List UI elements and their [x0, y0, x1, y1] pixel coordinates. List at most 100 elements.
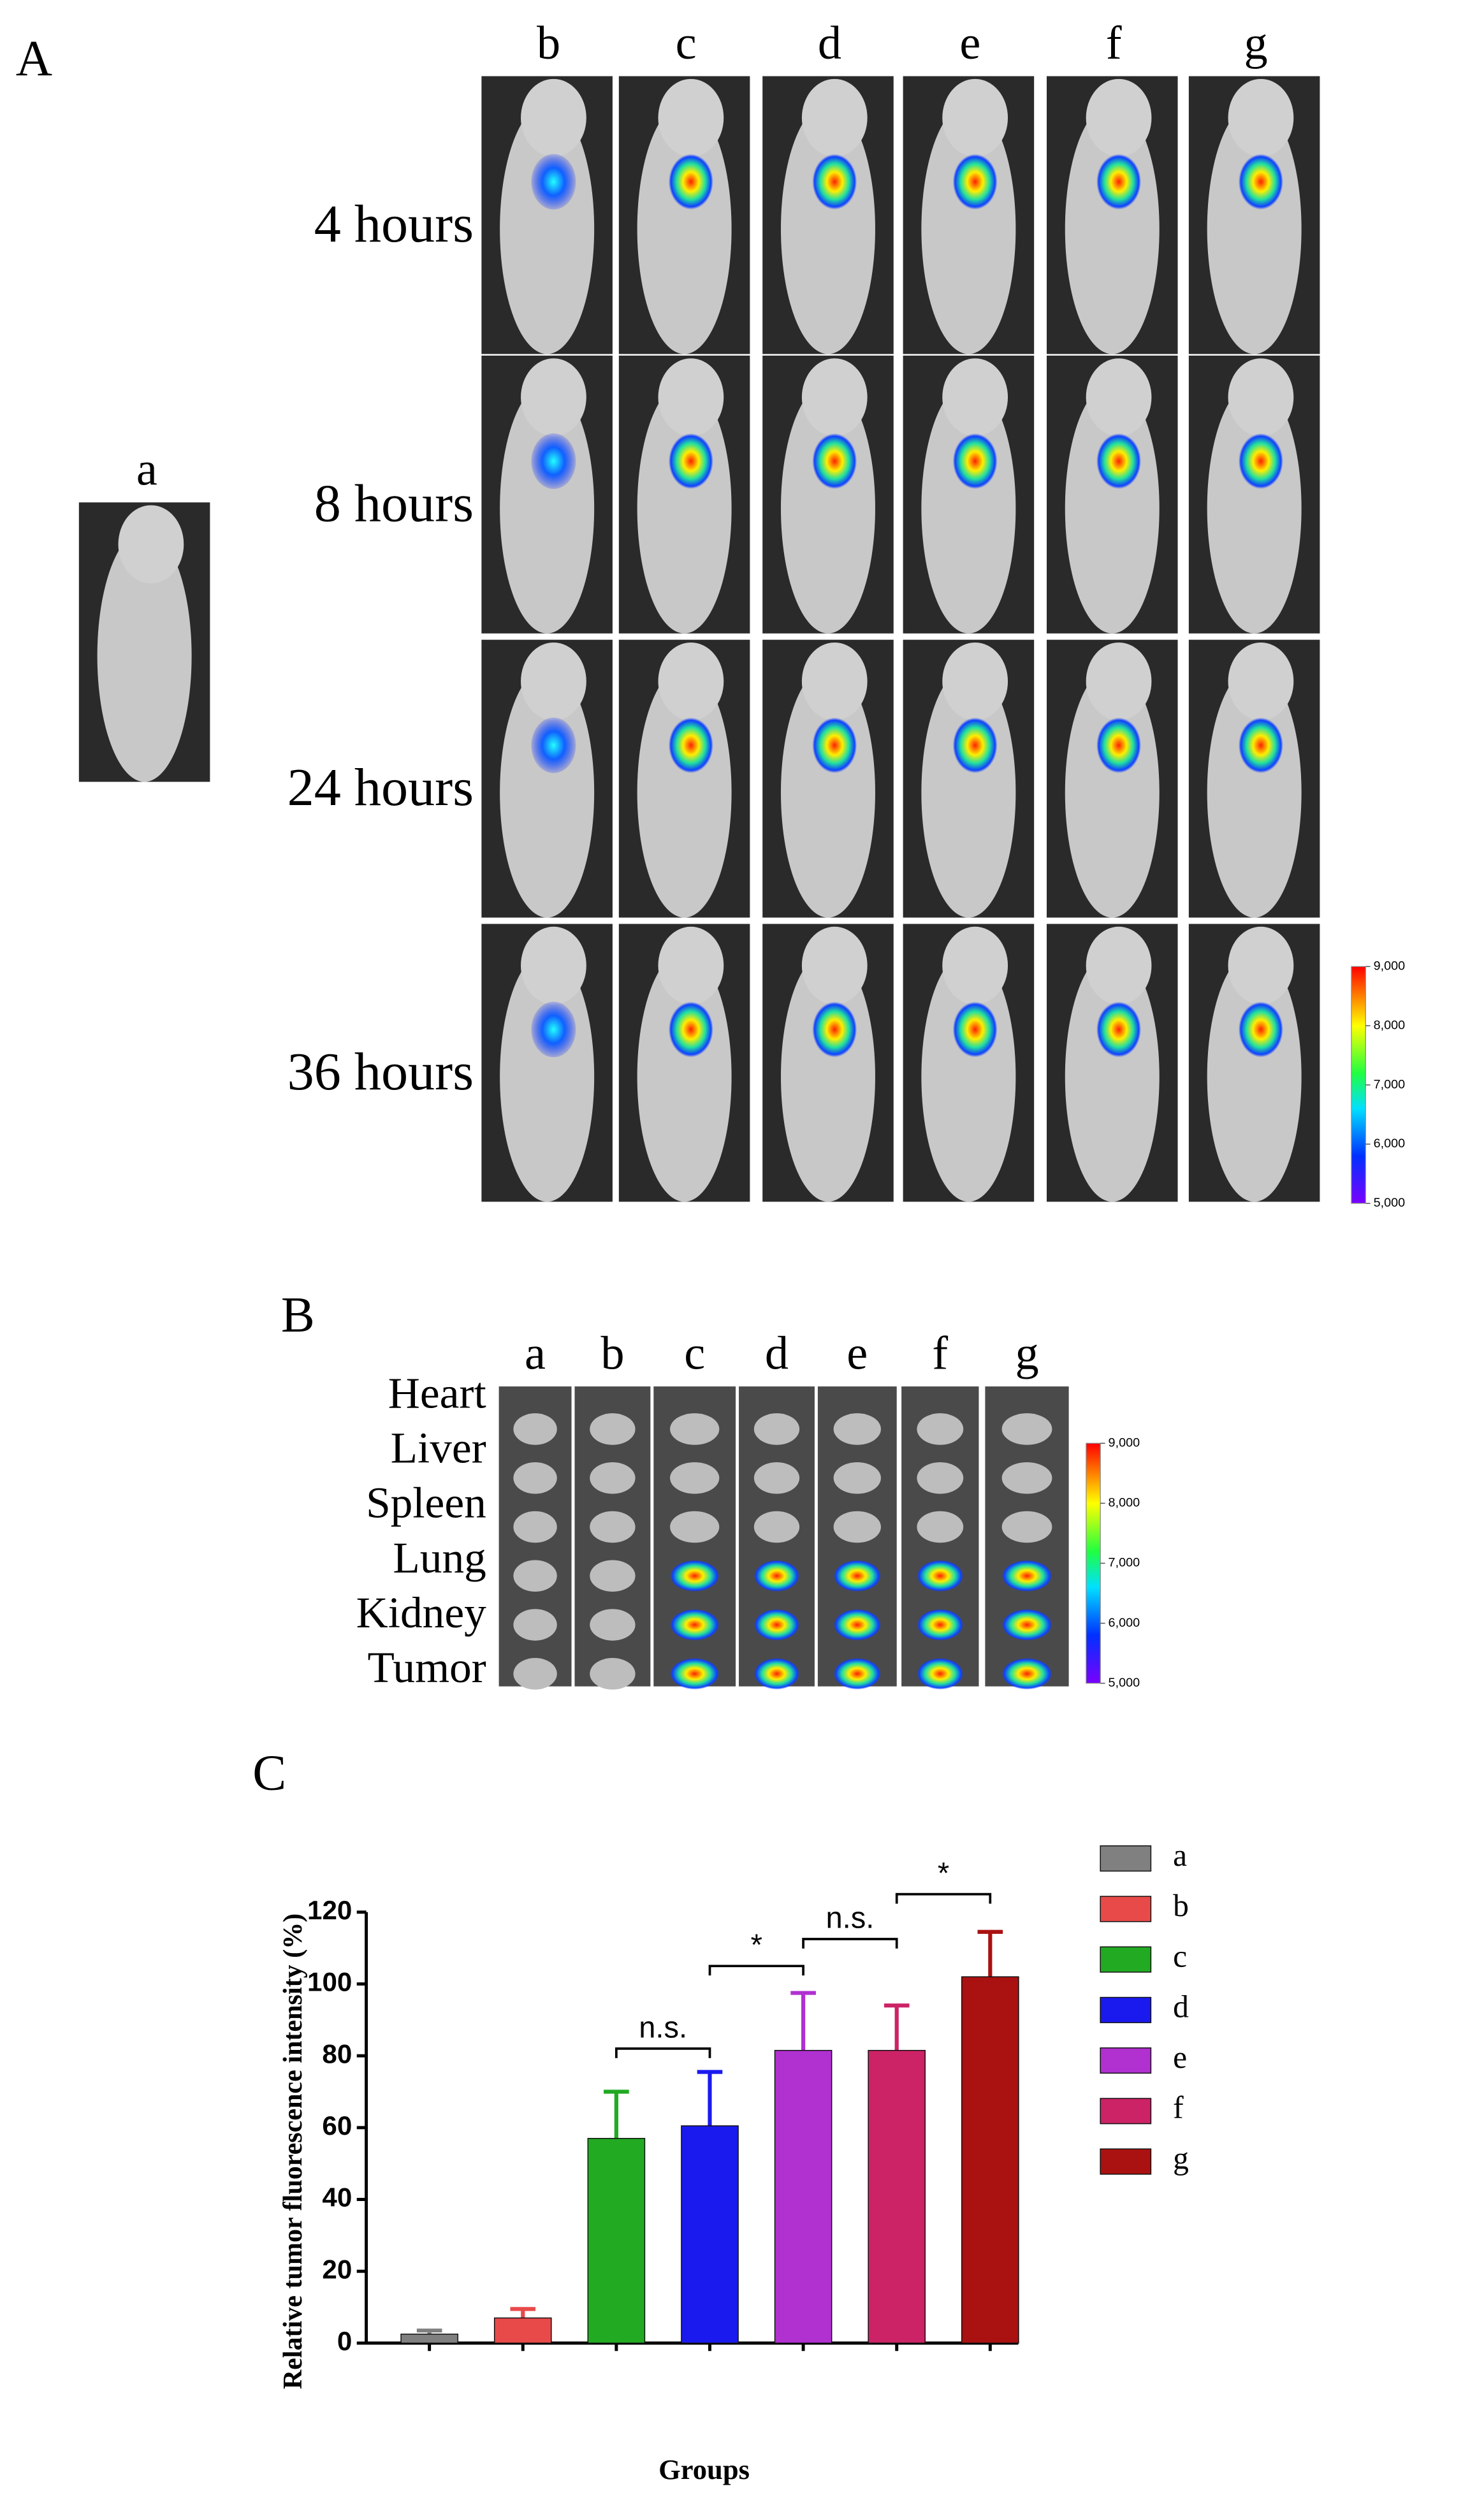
panel-label: B — [281, 1287, 315, 1343]
panel-label: A — [16, 31, 52, 87]
bar — [868, 2049, 926, 2344]
mouse-head — [118, 505, 184, 584]
organ — [670, 1462, 720, 1494]
significance-bracket — [895, 1893, 992, 1904]
organ — [590, 1560, 636, 1592]
mouse-head — [521, 358, 586, 437]
mouse-head — [1086, 926, 1152, 1005]
organ — [1001, 1658, 1052, 1690]
organ — [917, 1413, 964, 1445]
legend-swatch — [1100, 2047, 1152, 2074]
organ — [513, 1413, 557, 1445]
legend-swatch — [1100, 2148, 1152, 2175]
panel-label: C — [252, 1745, 286, 1801]
significance-bracket — [615, 2047, 711, 2058]
legend-label: g — [1173, 2140, 1189, 2176]
colorbar-tick-label: 9,000 — [1374, 959, 1406, 973]
y-axis-label: Relative tumor fluorescence intensity (%… — [278, 1914, 308, 2390]
organ — [917, 1511, 964, 1543]
legend-label: d — [1173, 1989, 1189, 2024]
organ — [513, 1609, 557, 1641]
colorbar-tick-label: 8,000 — [1374, 1018, 1406, 1032]
mouse-head — [801, 926, 868, 1005]
legend-swatch — [1100, 1946, 1152, 1973]
significance-label: * — [938, 1856, 949, 1889]
organ — [833, 1413, 881, 1445]
mouse-head — [1086, 358, 1152, 437]
significance-bracket — [708, 1965, 804, 1976]
significance-label: n.s. — [826, 1901, 874, 1935]
bar — [493, 2317, 552, 2344]
colorbar-tick-label: 5,000 — [1109, 1676, 1140, 1690]
mouse-head — [1228, 926, 1294, 1005]
mouse-head — [1228, 643, 1294, 721]
bar — [400, 2334, 458, 2344]
organ-label: Heart — [388, 1368, 486, 1417]
column-label: f — [932, 1328, 948, 1380]
organ — [670, 1511, 720, 1543]
organ-label: Kidney — [356, 1588, 486, 1637]
column-label: d — [818, 17, 841, 69]
y-tick-label: 100 — [307, 1967, 352, 1997]
mouse-head — [942, 358, 1008, 437]
y-tick-label: 20 — [322, 2254, 352, 2284]
fluorescence — [952, 433, 998, 490]
colorbar-tick-label: 8,000 — [1109, 1496, 1140, 1510]
organ — [917, 1658, 964, 1690]
organ — [670, 1609, 720, 1641]
organ-label: Tumor — [368, 1643, 486, 1692]
column-label: c — [676, 17, 697, 69]
fluorescence — [1096, 433, 1141, 490]
fluorescence — [1096, 1001, 1141, 1057]
column-label: b — [537, 17, 560, 69]
mouse-head — [658, 358, 724, 437]
mouse-head — [1228, 78, 1294, 157]
fluorescence — [531, 717, 576, 773]
fluorescence — [668, 717, 713, 773]
fluorescence — [812, 717, 857, 773]
colorbar-tick-label: 7,000 — [1374, 1077, 1406, 1091]
organ — [753, 1413, 800, 1445]
bar — [961, 1976, 1019, 2344]
x-axis-label: Groups — [658, 2453, 750, 2485]
row-label: 36 hours — [287, 1042, 474, 1101]
fluorescence — [812, 433, 857, 490]
fluorescence — [1238, 433, 1283, 490]
mouse-head — [801, 643, 868, 721]
legend-swatch — [1100, 2098, 1152, 2125]
organ — [513, 1658, 557, 1690]
legend-swatch — [1100, 1996, 1152, 2023]
colorbar — [1086, 1442, 1101, 1684]
fluorescence — [668, 154, 713, 210]
column-label: g — [1244, 17, 1268, 69]
colorbar-tick-label: 9,000 — [1109, 1435, 1140, 1450]
organ — [753, 1560, 800, 1592]
y-tick-label: 0 — [337, 2326, 352, 2356]
row-label: 4 hours — [314, 194, 474, 254]
bar — [774, 2049, 833, 2344]
colorbar-tick-label: 5,000 — [1374, 1196, 1406, 1210]
legend-label: c — [1173, 1938, 1187, 1973]
organ — [833, 1658, 881, 1690]
column-label: e — [959, 17, 980, 69]
mouse-head — [521, 643, 586, 721]
fluorescence — [668, 1001, 713, 1057]
significance-label: * — [751, 1928, 762, 1961]
organ — [590, 1462, 636, 1494]
organ — [513, 1462, 557, 1494]
organ — [670, 1658, 720, 1690]
mouse-head — [801, 78, 868, 157]
mouse-head — [942, 643, 1008, 721]
organ-label: Lung — [393, 1533, 486, 1582]
bar — [587, 2138, 646, 2344]
mouse-head — [658, 78, 724, 157]
column-label: e — [847, 1328, 868, 1380]
legend-label: e — [1173, 2040, 1187, 2075]
organ — [833, 1462, 881, 1494]
legend-label: b — [1173, 1888, 1189, 1923]
organ — [590, 1609, 636, 1641]
y-tick-label: 80 — [322, 2038, 352, 2068]
mouse-head — [521, 78, 586, 157]
mouse-head — [658, 926, 724, 1005]
